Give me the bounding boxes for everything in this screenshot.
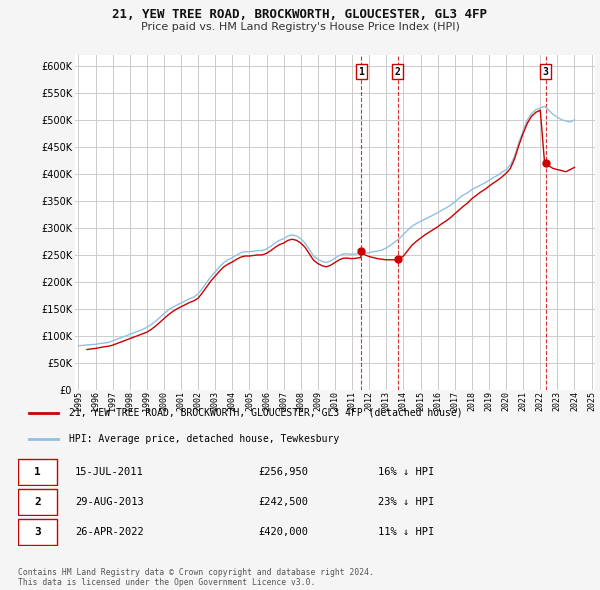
Text: HPI: Average price, detached house, Tewkesbury: HPI: Average price, detached house, Tewk… bbox=[70, 434, 340, 444]
Text: Price paid vs. HM Land Registry's House Price Index (HPI): Price paid vs. HM Land Registry's House … bbox=[140, 22, 460, 32]
Text: 21, YEW TREE ROAD, BROCKWORTH, GLOUCESTER, GL3 4FP (detached house): 21, YEW TREE ROAD, BROCKWORTH, GLOUCESTE… bbox=[70, 408, 463, 418]
Text: 11% ↓ HPI: 11% ↓ HPI bbox=[379, 527, 434, 537]
Text: 21, YEW TREE ROAD, BROCKWORTH, GLOUCESTER, GL3 4FP: 21, YEW TREE ROAD, BROCKWORTH, GLOUCESTE… bbox=[113, 8, 487, 21]
Text: 1: 1 bbox=[34, 467, 41, 477]
Text: £256,950: £256,950 bbox=[258, 467, 308, 477]
Text: 2: 2 bbox=[34, 497, 41, 507]
Text: 2: 2 bbox=[395, 67, 401, 77]
Text: £242,500: £242,500 bbox=[258, 497, 308, 507]
Text: 1: 1 bbox=[358, 67, 364, 77]
FancyBboxPatch shape bbox=[18, 489, 57, 514]
Text: 29-AUG-2013: 29-AUG-2013 bbox=[75, 497, 144, 507]
Text: 16% ↓ HPI: 16% ↓ HPI bbox=[379, 467, 434, 477]
FancyBboxPatch shape bbox=[18, 519, 57, 545]
Text: 3: 3 bbox=[34, 527, 41, 537]
Text: 3: 3 bbox=[543, 67, 548, 77]
Text: £420,000: £420,000 bbox=[258, 527, 308, 537]
Text: 26-APR-2022: 26-APR-2022 bbox=[75, 527, 144, 537]
Text: Contains HM Land Registry data © Crown copyright and database right 2024.
This d: Contains HM Land Registry data © Crown c… bbox=[18, 568, 374, 587]
FancyBboxPatch shape bbox=[18, 460, 57, 484]
Text: 23% ↓ HPI: 23% ↓ HPI bbox=[379, 497, 434, 507]
Text: 15-JUL-2011: 15-JUL-2011 bbox=[75, 467, 144, 477]
